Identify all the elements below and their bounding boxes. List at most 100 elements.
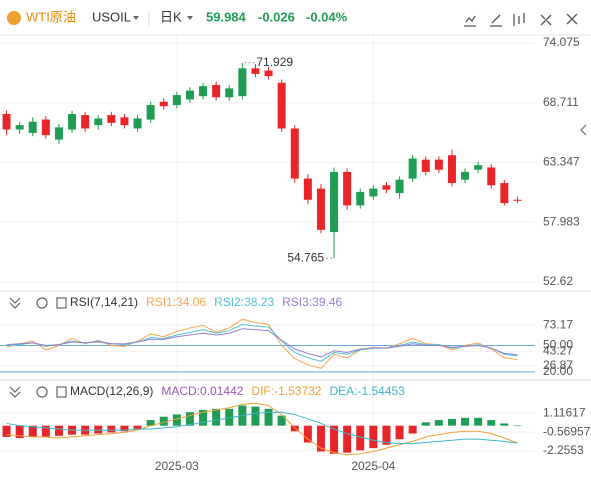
y-tick-label: -0.56957 [543,424,591,438]
histogram-bar [303,425,312,443]
menu-icon[interactable] [56,386,67,398]
settings-icon[interactable] [36,297,48,309]
y-tick-label: 26.87 [543,358,573,372]
y-tick-label: 50.00 [543,338,573,352]
tool-icon[interactable] [464,15,476,27]
tool-icon[interactable] [540,14,552,26]
candle-body [199,86,208,97]
dropdown-icon[interactable] [133,16,139,20]
candle-body [225,88,234,98]
candle-body [474,165,483,170]
candle-body [159,101,168,107]
period[interactable]: 日K [160,9,182,24]
histogram-bar [421,422,430,426]
histogram-bar [434,420,443,426]
candle-body [172,95,181,106]
candle-body [395,179,404,194]
y-tick-label: 57.983 [543,214,580,228]
candle-body [264,70,273,77]
candle-body [330,171,339,233]
histogram-bar [513,425,522,427]
menu-icon[interactable] [56,297,67,309]
histogram-bar [159,416,168,426]
max-label: 71.929 [256,55,293,69]
candle-body [212,85,221,98]
candle-body [54,127,63,140]
legend-label: RSI3:39.46 [282,295,342,309]
y-tick-label: 73.17 [543,317,573,331]
dropdown-icon[interactable] [187,16,193,20]
candle-body [238,68,247,97]
histogram-bar [408,425,417,434]
candle-body [487,167,496,186]
candle-body [28,121,37,133]
candle-body [146,105,155,120]
candle-body [513,199,522,201]
histogram-bar [15,425,24,439]
candle-body [369,188,378,197]
collapse-icon[interactable] [579,124,587,136]
price: 59.984 [206,9,247,24]
tool-icon[interactable] [513,13,525,26]
candle-body [408,158,417,179]
candle-body [2,113,11,130]
indicator-title: MACD(12,26,9) [70,384,153,398]
histogram-bar [500,423,509,426]
histogram-bar [225,408,234,426]
candle-body [120,117,129,126]
candle-body [421,159,430,172]
candle-body [68,113,77,130]
candle-body [94,118,103,126]
histogram-bar [2,425,11,437]
code[interactable]: USOIL [92,9,131,24]
candle-body [290,128,299,179]
histogram-bar [277,415,286,426]
histogram-bar [487,420,496,426]
hide-icon[interactable] [9,297,21,309]
change-pct: -0.04% [306,9,348,24]
candle-body [303,178,312,200]
candle-body [316,188,325,230]
histogram-bar [474,417,483,426]
symbol[interactable]: WTI原油 [26,9,76,24]
indicator-title: RSI(7,14,21) [70,295,138,309]
symbol-icon [7,11,21,25]
histogram-bar [185,412,194,426]
candle-body [447,155,456,184]
y-tick-label: -2.2553 [543,443,584,457]
tool-icon[interactable] [490,14,502,27]
toolbar[interactable] [464,13,578,27]
indicator-line [6,411,518,445]
min-label: 54.765 [287,250,324,264]
histogram-bar [28,425,37,437]
histogram-bar [120,425,129,432]
candle-body [133,118,142,129]
histogram-bar [356,425,365,451]
indicator-line [6,328,518,358]
candle-body [251,68,260,74]
candle-body [185,90,194,100]
histogram-bar [41,425,50,437]
settings-icon[interactable] [36,386,48,398]
histogram-bar [395,425,404,440]
indicator-icons[interactable] [9,297,67,398]
histogram-bar [146,420,155,426]
x-tick-label: 2025-03 [155,459,199,473]
histogram-bar [330,425,339,454]
histogram-bar [447,418,456,426]
hide-icon[interactable] [9,386,21,398]
candle-body [382,185,391,190]
candle-body [434,159,443,170]
histogram-bar [461,417,470,426]
legend-label: DIF:-1.53732 [251,384,321,398]
legend-label: RSI1:34.06 [146,295,206,309]
change: -0.026 [258,9,295,24]
tool-icon[interactable] [566,13,578,25]
x-tick-label: 2025-04 [351,459,395,473]
legend-label: MACD:0.01442 [161,384,243,398]
y-tick-label: 52.62 [543,274,573,288]
histogram-bar [382,425,391,445]
candle-body [277,82,286,129]
